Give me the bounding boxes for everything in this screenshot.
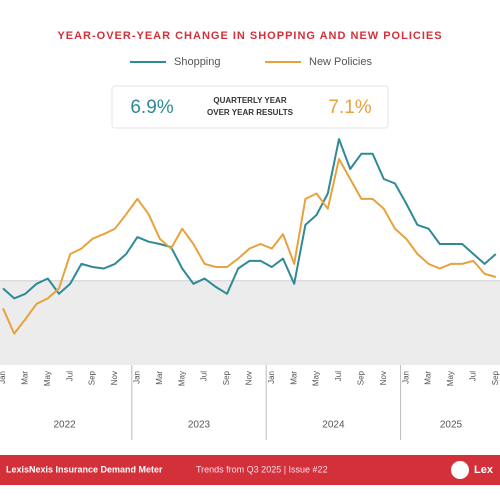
x-tick-label: Sep [88,370,97,385]
x-tick-label: Jan [267,371,276,384]
footer-bar [0,455,500,485]
x-tick-label: Sep [222,370,231,385]
year-label: 2025 [440,420,463,431]
x-tick-label: May [43,371,52,386]
x-tick-label: Nov [245,371,254,385]
x-tick-label: May [312,371,321,386]
logo-text: Lex [474,464,494,476]
stat-label: OVER YEAR RESULTS [207,108,294,117]
x-tick-label: Jul [334,371,343,381]
legend-label: New Policies [309,56,372,68]
x-tick-label: Jan [401,371,410,384]
footer-brand: LexisNexis Insurance Demand Meter [6,464,163,474]
x-tick-label: Mar [424,371,433,385]
x-tick-label: Jan [0,371,7,384]
series-line [2,158,497,335]
x-tick-label: Mar [155,371,164,385]
x-tick-label: Jan [133,371,142,384]
footer-detail: Trends from Q3 2025 | Issue #22 [196,464,328,474]
x-tick-label: Sep [491,370,500,385]
x-tick-label: Jul [65,371,74,381]
stat-label: QUARTERLY YEAR [213,96,286,105]
x-tick-label: Mar [289,371,298,385]
x-tick-label: May [177,371,186,386]
year-label: 2022 [53,420,76,431]
x-tick-label: Jul [469,371,478,381]
chart-title: YEAR-OVER-YEAR CHANGE IN SHOPPING AND NE… [57,30,442,42]
series-line [2,138,497,300]
negative-area [0,280,500,365]
stats-box [111,85,389,129]
year-label: 2023 [188,420,211,431]
x-tick-label: Nov [110,371,119,385]
x-tick-label: Jul [200,371,209,381]
logo-icon [451,461,469,479]
x-tick-label: Mar [21,371,30,385]
stat-policies: 7.1% [328,97,371,118]
x-tick-label: May [446,371,455,386]
year-label: 2024 [322,420,345,431]
stat-shopping: 6.9% [130,97,173,118]
legend-label: Shopping [174,56,221,68]
x-tick-label: Sep [357,370,366,385]
x-tick-label: Nov [379,371,388,385]
